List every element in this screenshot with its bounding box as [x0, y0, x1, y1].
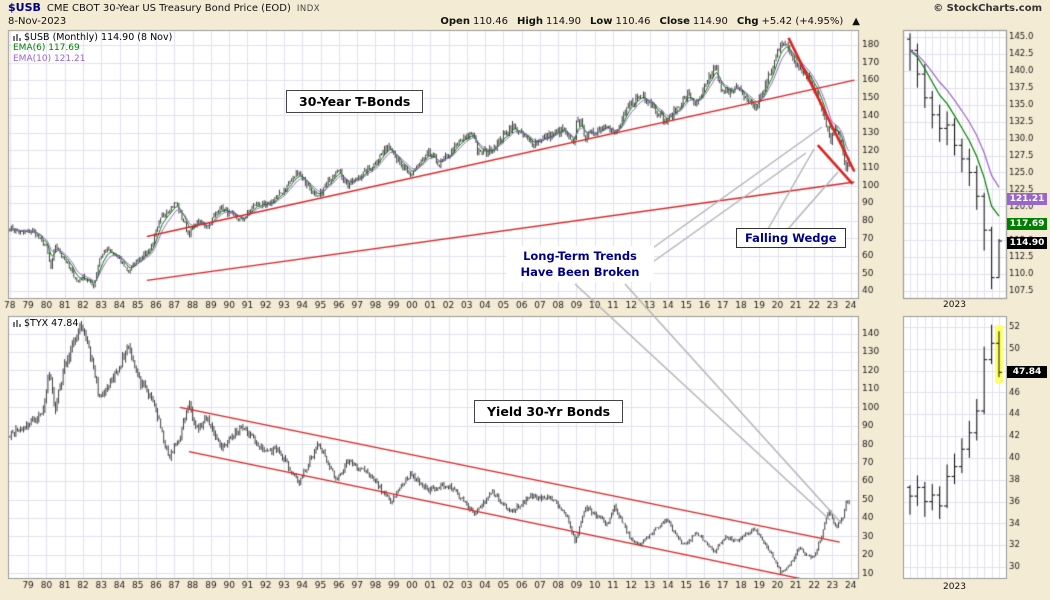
ticker-symbol: $USB [8, 1, 41, 14]
usb-last-price-badge: 114.90 [1007, 237, 1047, 249]
ema6-legend: EMA(6) 117.69 [13, 43, 80, 53]
tyx-legend: $TYX 47.84 [13, 318, 78, 329]
quote-close: Close 114.90 [659, 16, 728, 27]
quote-summary: Open 110.46 High 114.90 Low 110.46 Close 114… [440, 16, 860, 27]
quote-high: High 114.90 [516, 16, 582, 27]
ema10-price-badge: 121.21 [1007, 193, 1047, 205]
copyright: © StockCharts.com [933, 3, 1042, 14]
tbonds-annotation-label: 30-Year T-Bonds [286, 90, 424, 113]
quote-change: Chg +5.42 (+4.95%) [736, 16, 844, 27]
ema6-price-badge: 117.69 [1007, 218, 1047, 230]
falling-wedge-annotation-label: Falling Wedge [736, 228, 846, 248]
tyx-legend-title: $TYX 47.84 [24, 318, 79, 329]
tyx-mini-x-label: 2023 [943, 582, 966, 592]
usb-legend-title-row: $USB (Monthly) 114.90 (8 Nov) [13, 32, 172, 43]
usb-legend-title: $USB (Monthly) 114.90 (8 Nov) [24, 32, 173, 43]
tyx-last-price-badge: 47.84 [1007, 366, 1047, 378]
chart-title: CME CBOT 30-Year US Treasury Bond Price … [46, 3, 291, 14]
up-arrow-icon: ▲ [852, 16, 860, 27]
trends-broken-annotation-label: Long-Term Trends Have Been Broken [506, 246, 654, 282]
ema10-legend: EMA(10) 121.21 [13, 54, 86, 64]
chart-type-icon [13, 34, 21, 41]
exchange-label: INDX [296, 4, 321, 14]
chart-type-icon [13, 320, 21, 327]
chart-date: 8-Nov-2023 [8, 16, 67, 27]
usb-mini-x-label: 2023 [943, 300, 966, 310]
yield-annotation-label: Yield 30-Yr Bonds [474, 400, 624, 423]
usb-legend: $USB (Monthly) 114.90 (8 Nov) EMA(6) 117… [13, 32, 172, 65]
chart-header: $USB CME CBOT 30-Year US Treasury Bond P… [8, 1, 1042, 14]
tyx-legend-title-row: $TYX 47.84 [13, 318, 78, 329]
quote-low: Low 110.46 [590, 16, 651, 27]
quote-open: Open 110.46 [440, 16, 508, 27]
